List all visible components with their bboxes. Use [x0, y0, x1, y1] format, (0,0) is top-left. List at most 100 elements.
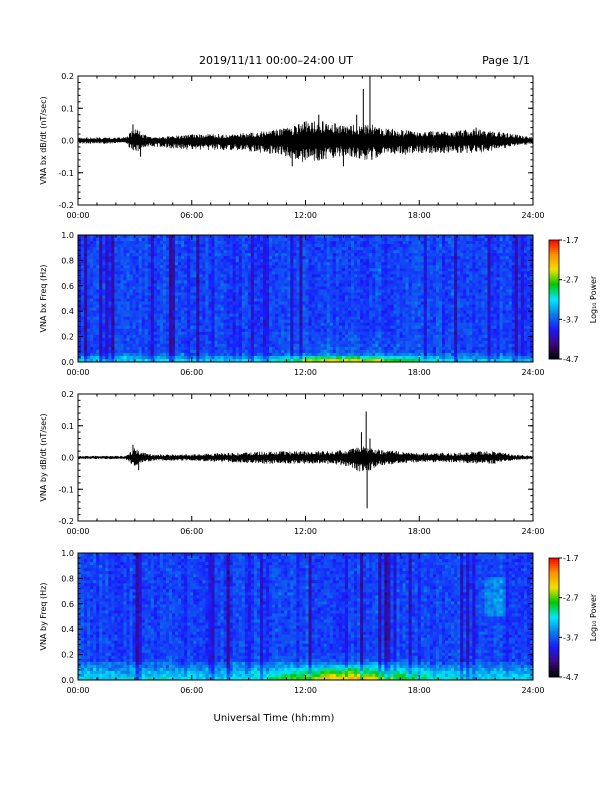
spectrogram-cell — [208, 238, 212, 242]
spectrogram-cell — [402, 337, 406, 342]
spectrogram-cell — [357, 265, 361, 269]
spectrogram-cell — [159, 316, 164, 321]
spectrogram-cell — [144, 316, 149, 321]
spectrogram-cell — [99, 301, 103, 305]
spectrogram-cell — [323, 295, 328, 299]
spectrogram-cell — [172, 322, 176, 327]
spectrogram-cell — [390, 325, 394, 330]
spectrogram-cell — [223, 358, 228, 363]
spectrogram-cell — [329, 307, 334, 311]
spectrogram-cell — [153, 331, 158, 336]
spectrogram-cell — [402, 247, 406, 251]
spectrogram-cell — [423, 283, 428, 287]
spectrogram-cell — [299, 325, 303, 330]
spectrogram-cell — [390, 268, 394, 272]
spectrogram-cell — [281, 310, 285, 315]
spectrogram-cell — [351, 256, 355, 260]
spectrogram-cell — [426, 346, 431, 351]
spectrogram-cell — [126, 241, 130, 245]
spectrogram-cell — [369, 346, 373, 351]
spectrogram-cell — [90, 310, 94, 315]
spectrogram-cell — [208, 304, 212, 308]
spectrogram-cell — [314, 271, 319, 275]
spectrogram-cell — [169, 259, 173, 263]
spectrogram-cell — [381, 346, 385, 351]
spectrogram-cell — [102, 358, 106, 363]
spectrogram-cell — [169, 313, 173, 318]
spectrogram-cell — [96, 349, 100, 354]
spectrogram-cell — [408, 313, 413, 318]
spectrogram-cell — [390, 235, 394, 239]
spectrogram-cell — [162, 307, 167, 311]
spectrogram-cell — [223, 322, 228, 327]
spectrogram-cell — [138, 235, 143, 239]
spectrogram-cell — [90, 277, 94, 281]
spectrogram-cell — [214, 238, 218, 242]
spectrogram-cell — [263, 250, 267, 254]
spectrogram-cell — [281, 253, 285, 257]
spectrogram-cell — [208, 283, 212, 287]
spectrogram-cell — [302, 301, 306, 305]
spectrogram-cell — [320, 313, 325, 318]
spectrogram-cell — [263, 346, 267, 351]
spectrogram-cell — [320, 301, 325, 305]
spectrogram-cell — [196, 307, 200, 311]
spectrogram-cell — [320, 328, 325, 333]
spectrogram-cell — [99, 313, 103, 318]
spectrogram-cell — [308, 247, 312, 251]
spectrogram-cell — [423, 331, 428, 336]
spectrogram-cell — [181, 304, 185, 308]
spectrogram-cell — [281, 358, 285, 363]
spectrogram-cell — [172, 247, 176, 251]
spectrogram-cell — [344, 256, 349, 260]
spectrogram-cell — [369, 340, 373, 345]
spectrogram-cell — [193, 310, 197, 315]
spectrogram-cell — [411, 292, 416, 296]
spectrogram-cell — [226, 316, 231, 321]
spectrogram-cell — [354, 355, 358, 360]
spectrogram-cell — [414, 328, 419, 333]
spectrogram-cell — [329, 283, 334, 287]
spectrogram-cell — [181, 325, 185, 330]
spectrogram-cell — [193, 337, 197, 342]
spectrogram-cell — [399, 331, 403, 336]
spectrogram-cell — [320, 286, 325, 290]
spectrogram-cell — [405, 334, 410, 339]
spectrogram-cell — [105, 322, 109, 327]
spectrogram-cell — [299, 343, 303, 348]
spectrogram-cell — [238, 238, 243, 242]
spectrogram-cell — [314, 265, 319, 269]
spectrogram-cell — [120, 325, 124, 330]
spectrogram-cell — [341, 298, 346, 302]
spectrogram-cell — [144, 301, 149, 305]
spectrogram-cell — [159, 271, 164, 275]
spectrogram-cell — [147, 322, 152, 327]
spectrogram-cell — [102, 235, 106, 239]
spectrogram-cell — [114, 259, 118, 263]
spectrogram-cell — [317, 256, 322, 260]
spectrogram-cell — [220, 316, 224, 321]
spectrogram-cell — [111, 253, 115, 257]
spectrogram-cell — [341, 349, 346, 354]
spectrogram-cell — [93, 346, 97, 351]
spectrogram-cell — [308, 250, 312, 254]
spectrogram-cell — [266, 289, 270, 293]
spectrogram-cell — [381, 307, 385, 311]
spectrogram-cell — [390, 313, 394, 318]
spectrogram-cell — [263, 268, 267, 272]
spectrogram-cell — [402, 310, 406, 315]
spectrogram-cell — [102, 328, 106, 333]
spectrogram-cell — [108, 265, 112, 269]
spectrogram-cell — [420, 292, 425, 296]
spectrogram-cell — [114, 250, 118, 254]
spectrogram-cell — [153, 325, 158, 330]
spectrogram-cell — [150, 346, 155, 351]
spectrogram-cell — [187, 298, 191, 302]
spectrogram-cell — [184, 322, 188, 327]
spectrogram-cell — [293, 259, 297, 263]
spectrogram-cell — [332, 337, 337, 342]
spectrogram-cell — [387, 298, 391, 302]
spectrogram-cell — [317, 355, 322, 360]
spectrogram-cell — [156, 274, 161, 278]
spectrogram-cell — [305, 328, 309, 333]
